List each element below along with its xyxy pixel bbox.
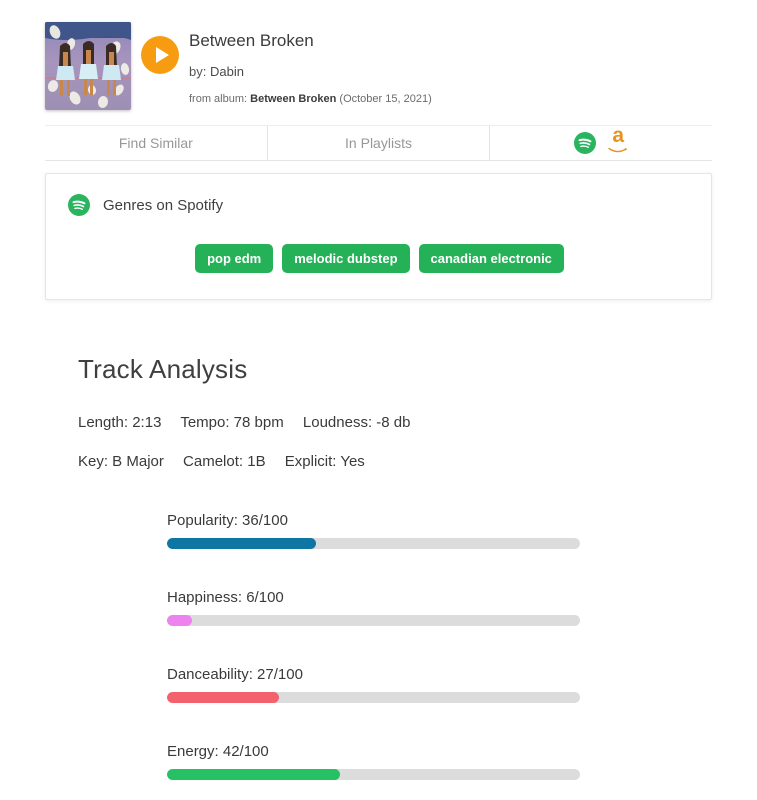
spotify-icon [68, 194, 90, 216]
meter-track [167, 692, 580, 703]
tab-external-links: a [489, 125, 712, 160]
genres-card-header: Genres on Spotify [68, 194, 691, 216]
stat-key: Key: B Major [78, 453, 164, 470]
meter-fill [167, 692, 279, 703]
genres-list: pop edm melodic dubstep canadian electro… [68, 244, 691, 273]
meter-track [167, 769, 580, 780]
meter: Popularity: 36/100 [167, 512, 580, 549]
stat-length: Length: 2:13 [78, 414, 162, 431]
tab-in-playlists[interactable]: In Playlists [266, 126, 490, 160]
genre-button[interactable]: melodic dubstep [282, 244, 410, 273]
stats-row-2: Key: B Major Camelot: 1B Explicit: Yes [78, 453, 712, 470]
genres-card-title: Genres on Spotify [103, 196, 224, 214]
track-info: Between Broken by: Dabin from album: Bet… [189, 22, 432, 110]
meter-label: Happiness: 6/100 [167, 589, 284, 606]
tab-bar: Find Similar In Playlists a [45, 125, 712, 161]
amazon-icon[interactable]: a [608, 125, 628, 154]
stat-loudness: Loudness: -8 db [302, 414, 411, 431]
genre-button[interactable]: canadian electronic [418, 244, 564, 273]
meter-fill [167, 769, 341, 780]
meter-fill [167, 538, 316, 549]
meters-list: Popularity: 36/100 Happiness: 6/100 Danc… [167, 512, 580, 800]
meter-label: Popularity: 36/100 [167, 512, 288, 529]
amazon-smile [608, 147, 628, 152]
meter-label: Energy: 42/100 [167, 743, 269, 760]
track-title: Between Broken [189, 31, 314, 50]
meter: Danceability: 27/100 [167, 666, 580, 703]
page-container: Between Broken by: Dabin from album: Bet… [45, 0, 712, 800]
stat-camelot: Camelot: 1B [183, 453, 266, 470]
track-header: Between Broken by: Dabin from album: Bet… [45, 0, 712, 110]
stat-tempo: Tempo: 78 bpm [180, 414, 284, 431]
play-button[interactable] [141, 36, 179, 74]
from-album-label: from album: [189, 93, 248, 105]
stat-explicit: Explicit: Yes [284, 453, 365, 470]
meter-label: Danceability: 27/100 [167, 666, 303, 683]
release-date: (October 15, 2021) [339, 93, 432, 105]
artist-link[interactable]: Dabin [209, 64, 244, 79]
album-art-image [45, 22, 131, 110]
meter-track [167, 615, 580, 626]
stats-row-1: Length: 2:13 Tempo: 78 bpm Loudness: -8 … [78, 414, 712, 431]
meter-fill [167, 615, 192, 626]
album-name-link[interactable]: Between Broken [250, 93, 337, 105]
artist-line: by: Dabin [189, 64, 432, 79]
track-analysis-section: Track Analysis Length: 2:13 Tempo: 78 bp… [45, 354, 712, 800]
meter-track [167, 538, 580, 549]
spotify-icon[interactable] [574, 132, 597, 154]
track-analysis-heading: Track Analysis [78, 354, 248, 384]
tab-find-similar[interactable]: Find Similar [118, 135, 193, 151]
meter: Energy: 42/100 [167, 743, 580, 780]
album-line: from album: Between Broken (October 15, … [189, 93, 432, 105]
genres-card: Genres on Spotify pop edm melodic dubste… [45, 173, 712, 300]
album-art-illustration [45, 22, 131, 110]
by-label: by: [189, 64, 207, 79]
meter: Happiness: 6/100 [167, 589, 580, 626]
play-icon [155, 47, 169, 63]
genre-button[interactable]: pop edm [195, 244, 274, 273]
